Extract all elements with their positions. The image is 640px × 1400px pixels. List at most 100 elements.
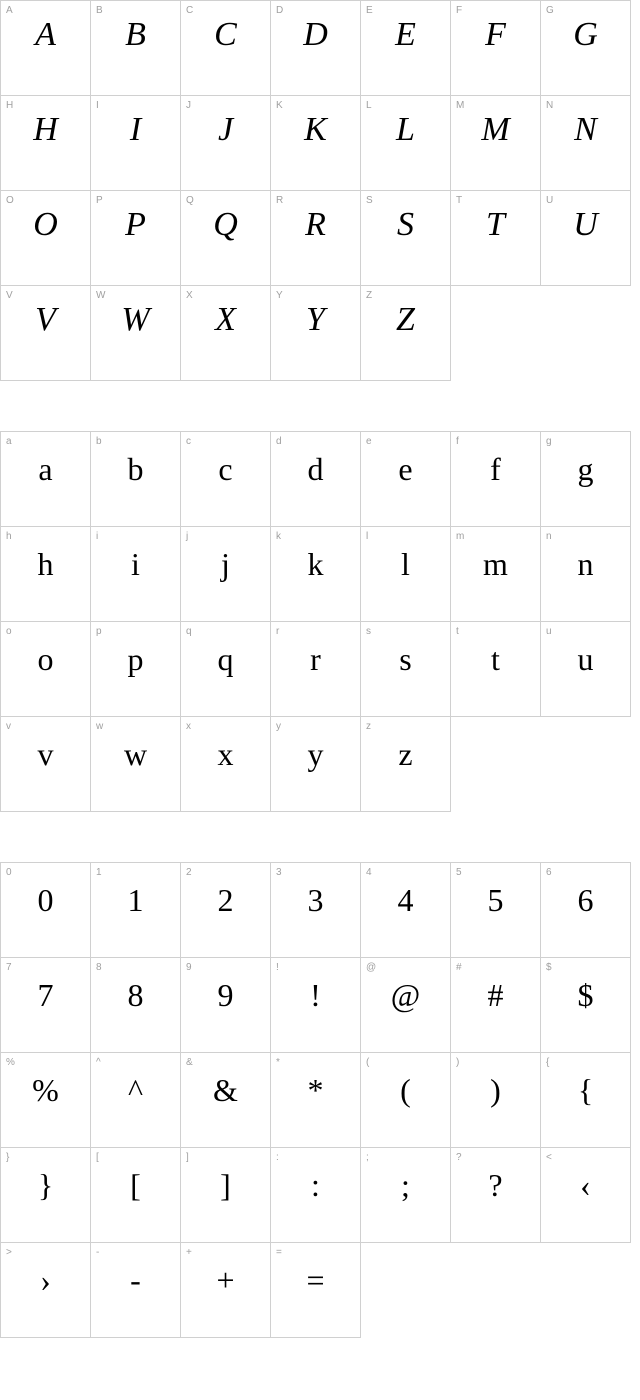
uppercase-cell: WW xyxy=(91,286,181,381)
cell-glyph: H xyxy=(1,110,90,151)
cell-glyph: 4 xyxy=(361,881,450,919)
cell-glyph: @ xyxy=(361,976,450,1014)
cell-glyph: * xyxy=(271,1071,360,1109)
cell-label: m xyxy=(456,531,464,542)
lowercase-cell: hh xyxy=(1,527,91,622)
cell-glyph: 2 xyxy=(181,881,270,919)
lowercase-cell: ll xyxy=(361,527,451,622)
cell-label: } xyxy=(6,1152,9,1163)
cell-glyph: K xyxy=(271,110,360,151)
cell-label: 6 xyxy=(546,867,552,878)
cell-label: 9 xyxy=(186,962,192,973)
cell-glyph: ] xyxy=(181,1166,270,1204)
cell-label: b xyxy=(96,436,102,447)
symbol-cell: 99 xyxy=(181,958,271,1053)
cell-glyph: B xyxy=(91,15,180,56)
lowercase-cell: ss xyxy=(361,622,451,717)
uppercase-cell: NN xyxy=(541,96,631,191)
symbol-cell: $$ xyxy=(541,958,631,1053)
uppercase-cell: GG xyxy=(541,1,631,96)
cell-label: g xyxy=(546,436,552,447)
cell-label: ; xyxy=(366,1152,369,1163)
uppercase-cell: QQ xyxy=(181,191,271,286)
cell-label: v xyxy=(6,721,11,732)
cell-glyph: J xyxy=(181,110,270,151)
cell-label: : xyxy=(276,1152,279,1163)
cell-glyph: ^ xyxy=(91,1071,180,1109)
symbol-cell: 88 xyxy=(91,958,181,1053)
symbol-cell: == xyxy=(271,1243,361,1338)
symbol-cell: :: xyxy=(271,1148,361,1243)
cell-glyph: - xyxy=(91,1261,180,1299)
lowercase-cell: kk xyxy=(271,527,361,622)
cell-glyph: ! xyxy=(271,976,360,1014)
uppercase-cell: LL xyxy=(361,96,451,191)
cell-label: # xyxy=(456,962,462,973)
cell-glyph: g xyxy=(541,450,630,488)
cell-glyph: 9 xyxy=(181,976,270,1014)
cell-glyph: 6 xyxy=(541,881,630,919)
cell-label: x xyxy=(186,721,191,732)
cell-label: 8 xyxy=(96,962,102,973)
cell-label: ? xyxy=(456,1152,462,1163)
cell-glyph: a xyxy=(1,450,90,488)
cell-label: 7 xyxy=(6,962,12,973)
symbol-cell: 77 xyxy=(1,958,91,1053)
symbol-cell: (( xyxy=(361,1053,451,1148)
lowercase-cell: xx xyxy=(181,717,271,812)
symbol-cell: 33 xyxy=(271,863,361,958)
cell-glyph: y xyxy=(271,735,360,773)
symbol-cell: ?? xyxy=(451,1148,541,1243)
cell-label: 4 xyxy=(366,867,372,878)
uppercase-cell: YY xyxy=(271,286,361,381)
lowercase-cell: jj xyxy=(181,527,271,622)
cell-glyph: [ xyxy=(91,1166,180,1204)
cell-glyph: # xyxy=(451,976,540,1014)
cell-glyph: = xyxy=(271,1261,360,1299)
lowercase-cell: zz xyxy=(361,717,451,812)
cell-label: > xyxy=(6,1247,12,1258)
cell-glyph: v xyxy=(1,735,90,773)
symbol-cell: ++ xyxy=(181,1243,271,1338)
lowercase-cell: dd xyxy=(271,432,361,527)
cell-label: < xyxy=(546,1152,552,1163)
cell-glyph: j xyxy=(181,545,270,583)
symbol-cell: 22 xyxy=(181,863,271,958)
cell-label: c xyxy=(186,436,191,447)
cell-glyph: n xyxy=(541,545,630,583)
lowercase-cell: qq xyxy=(181,622,271,717)
cell-label: ! xyxy=(276,962,279,973)
cell-label: p xyxy=(96,626,102,637)
symbol-cell: && xyxy=(181,1053,271,1148)
cell-glyph: z xyxy=(361,735,450,773)
cell-glyph: q xyxy=(181,640,270,678)
cell-glyph: M xyxy=(451,110,540,151)
lowercase-cell: rr xyxy=(271,622,361,717)
lowercase-cell: yy xyxy=(271,717,361,812)
cell-label: y xyxy=(276,721,281,732)
cell-glyph: S xyxy=(361,205,450,246)
cell-glyph: 8 xyxy=(91,976,180,1014)
cell-label: e xyxy=(366,436,372,447)
cell-glyph: ( xyxy=(361,1071,450,1109)
symbol-cell: <‹ xyxy=(541,1148,631,1243)
lowercase-cell: pp xyxy=(91,622,181,717)
symbol-cell: [[ xyxy=(91,1148,181,1243)
cell-label: 2 xyxy=(186,867,192,878)
cell-label: s xyxy=(366,626,371,637)
lowercase-cell: cc xyxy=(181,432,271,527)
cell-glyph: R xyxy=(271,205,360,246)
cell-glyph: & xyxy=(181,1071,270,1109)
cell-glyph: E xyxy=(361,15,450,56)
cell-glyph: r xyxy=(271,640,360,678)
symbol-cell: 55 xyxy=(451,863,541,958)
cell-label: & xyxy=(186,1057,193,1068)
lowercase-cell: oo xyxy=(1,622,91,717)
symbol-cell: ;; xyxy=(361,1148,451,1243)
uppercase-cell: AA xyxy=(1,1,91,96)
symbol-cell: 11 xyxy=(91,863,181,958)
cell-glyph: b xyxy=(91,450,180,488)
cell-glyph: V xyxy=(1,300,90,341)
cell-glyph: s xyxy=(361,640,450,678)
uppercase-cell: OO xyxy=(1,191,91,286)
